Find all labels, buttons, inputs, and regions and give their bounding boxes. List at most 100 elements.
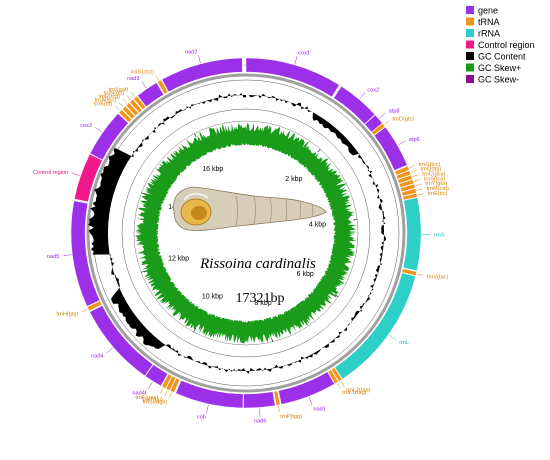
legend-swatch-control (466, 40, 474, 49)
tick-mark (317, 149, 321, 153)
label-nad2: nad2 (185, 49, 197, 55)
leader-cox3 (95, 127, 102, 133)
leader-trng-tcc (409, 165, 416, 168)
tick-mark (271, 337, 273, 342)
feature-trnk-ttt (118, 109, 132, 123)
label-trnq-ttg: trnQ(ttg) (421, 167, 442, 173)
leader-cox1 (294, 56, 298, 64)
legend-label: tRNA (478, 17, 500, 27)
leader-trne-ttc (417, 193, 424, 196)
feature-trnc-gca (397, 174, 413, 184)
leader-trnd-gtc (384, 120, 390, 125)
feature-nad4 (89, 305, 154, 377)
feature-rrns (402, 197, 422, 272)
label-cox3: cox3 (80, 123, 92, 129)
leader-trny-gta (415, 183, 422, 187)
leader-atp8 (379, 112, 386, 119)
feature-nad1 (278, 371, 335, 405)
tick-label: 6 kbp (297, 271, 314, 278)
label-nad5: nad5 (47, 254, 59, 260)
feature-nad6 (243, 391, 276, 409)
tick-label: 16 kbp (202, 166, 223, 173)
label-nad4: nad4 (91, 354, 103, 360)
label-atp6: atp6 (409, 137, 420, 143)
feature-trne-ttc (402, 193, 418, 201)
label-trnl2-taa: trnL2(taa) (346, 388, 370, 394)
tick-mark (141, 192, 146, 195)
label-trnl1-tag: trnL1(tag) (342, 390, 366, 396)
feature-cox3 (89, 113, 129, 161)
feature-trns1-tct (157, 79, 169, 95)
label-cob: cob (197, 415, 206, 421)
feature-trns2-tga (169, 377, 180, 393)
feature-trnq-ttg (396, 170, 412, 180)
label-trnm-cat: trnM(cat) (427, 186, 450, 192)
feature-nad4l (145, 364, 169, 387)
feature-trnd-gtc (371, 123, 386, 136)
feature-cob (175, 380, 244, 409)
shell-illustration (173, 186, 327, 231)
leader-trni-gat (130, 91, 135, 97)
feature-cox1 (245, 57, 340, 98)
feature-trng-tcc (394, 165, 410, 176)
leader-trnh-gtg (81, 309, 88, 313)
feature-trnt-tgt (165, 375, 177, 391)
label-control-region: Control region (33, 170, 68, 176)
leader-nad3 (141, 81, 147, 89)
species-name: Rissoina cardinalis (199, 256, 316, 272)
leader-nad2 (198, 55, 201, 64)
leader-trnl2-taa (340, 381, 345, 387)
feature-nad5 (70, 200, 101, 307)
label-trnn-gtt: trnN(gtt) (104, 90, 125, 96)
feature-trnp-tgg (273, 390, 281, 406)
label-trnd-gtc: trnD(gtc) (392, 116, 414, 122)
feature-trny-gta (400, 183, 416, 192)
leader-cox2 (359, 92, 365, 99)
legend-swatch-trna (466, 17, 474, 26)
feature-trnr-tcg (125, 102, 139, 117)
label-trne-ttc: trnE(ttc) (428, 191, 448, 197)
legend-label: gene (478, 6, 498, 16)
tick-mark (194, 133, 197, 138)
leader-trnk-ttt (115, 106, 120, 111)
leader-trnv-tac (417, 273, 424, 276)
tick-label: 8 kbp (255, 300, 272, 307)
label-trng-tcc: trnG(tcc) (419, 162, 441, 168)
leader-atp6 (398, 140, 406, 146)
feature-trnv-tac (401, 268, 417, 276)
gc-skew-track (134, 122, 357, 344)
leader-trnr-tcg (122, 98, 128, 104)
legend-swatch-rrna (466, 29, 474, 37)
label-trnp-tgg: trnP(tgg) (280, 414, 302, 420)
leader-trnl1-tag (336, 383, 341, 389)
feature-nad3 (137, 82, 164, 107)
legend-swatch-gc-skew-minus (466, 75, 474, 83)
leader-control-region (71, 172, 80, 176)
feature-trni-gat (133, 95, 146, 110)
legend-swatch-gc-content (466, 52, 474, 60)
label-trna-tgc: trnA(tgc) (95, 98, 117, 104)
label-trnh-gtg: trnH(gtg) (56, 312, 78, 318)
leader-trns-tca (414, 179, 421, 182)
label-nad1: nad1 (313, 407, 325, 413)
feature-control-region (74, 153, 103, 202)
feature-trnn-gtt (129, 99, 143, 113)
legend-label: rRNA (478, 29, 500, 39)
label-nad3: nad3 (127, 76, 139, 82)
label-cox1: cox1 (298, 50, 310, 56)
feature-trnm-cat (401, 188, 417, 197)
tick-mark (334, 294, 339, 298)
legend-label: GC Skew- (478, 75, 519, 85)
label-trni-gat: trnI(gat) (109, 87, 129, 93)
feature-trnl1-tag (327, 369, 339, 384)
label-trns-tca: trnS(tca) (424, 176, 446, 182)
leader-trns1-tct (155, 74, 160, 81)
legend-label: Control region (478, 40, 535, 50)
feature-atp6 (373, 126, 408, 171)
label-trny-gta: trnY(gta) (425, 181, 447, 187)
label-nad4l: nad4l (132, 390, 146, 396)
tick-label: 2 kbp (285, 176, 302, 183)
leader-trnt-tgt (164, 390, 168, 396)
genome-size: 17321bp (236, 291, 285, 306)
